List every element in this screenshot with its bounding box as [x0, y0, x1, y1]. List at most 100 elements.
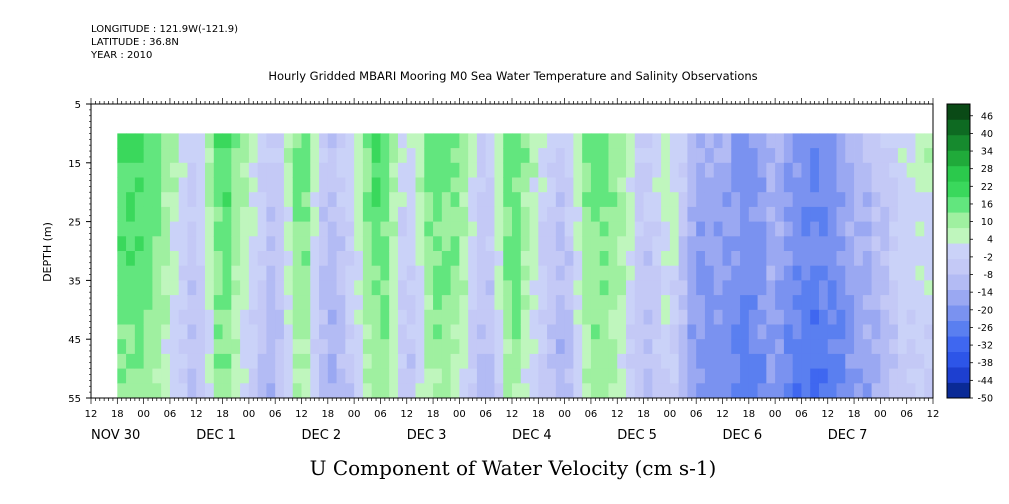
y-tick-label: 5: [75, 100, 81, 111]
heatmap-cell: [862, 133, 872, 149]
heatmap-cell: [845, 148, 855, 164]
heatmap-cell: [783, 265, 794, 281]
heatmap-cell: [792, 192, 802, 208]
heatmap-cell: [599, 383, 609, 399]
heatmap-cell: [134, 309, 145, 325]
heatmap-cell: [424, 324, 434, 340]
heatmap-cell: [424, 221, 434, 237]
heatmap-cell: [547, 162, 557, 178]
heatmap-cell: [661, 148, 671, 164]
heatmap-cell: [915, 309, 925, 325]
heatmap-cell: [354, 133, 364, 149]
heatmap-cell: [354, 368, 364, 384]
heatmap-cell: [503, 383, 513, 399]
heatmap-cell: [889, 368, 899, 384]
heatmap-cell: [371, 133, 381, 149]
heatmap-cell: [450, 280, 460, 296]
heatmap-cell: [354, 221, 364, 237]
heatmap-cell: [354, 265, 364, 281]
heatmap-cell: [187, 177, 197, 193]
heatmap-cell: [617, 192, 627, 208]
heatmap-cell: [327, 206, 337, 222]
heatmap-cell: [854, 148, 864, 164]
colorbar-tick-label: -26: [977, 323, 993, 334]
heatmap-cell: [389, 324, 399, 340]
heatmap-cell: [213, 192, 223, 208]
heatmap-cell: [792, 236, 802, 252]
heatmap-cell: [792, 295, 802, 311]
heatmap-cell: [608, 221, 618, 237]
heatmap-cell: [547, 133, 557, 149]
heatmap-cell: [906, 309, 916, 325]
heatmap-cell: [248, 206, 259, 222]
heatmap-cell: [240, 133, 250, 149]
heatmap-cell: [205, 383, 215, 399]
heatmap-cell: [362, 368, 373, 384]
heatmap-cell: [275, 353, 285, 369]
heatmap-cell: [696, 133, 706, 149]
heatmap-cell: [757, 309, 767, 325]
heatmap-cell: [652, 309, 662, 325]
longitude-label: LONGITUDE : 121.9W(-121.9): [91, 24, 238, 35]
heatmap-cell: [608, 148, 618, 164]
heatmap-cell: [906, 353, 916, 369]
heatmap-cell: [476, 353, 487, 369]
heatmap-cell: [626, 206, 636, 222]
heatmap-cell: [871, 339, 881, 355]
heatmap-cell: [696, 177, 706, 193]
heatmap-cell: [187, 236, 197, 252]
heatmap-cell: [283, 368, 294, 384]
heatmap-cell: [757, 221, 767, 237]
heatmap-cell: [704, 236, 715, 252]
heatmap-cell: [266, 221, 276, 237]
heatmap-cell: [889, 206, 899, 222]
heatmap-cell: [354, 192, 364, 208]
colorbar-swatch: [947, 165, 970, 182]
heatmap-cell: [485, 265, 495, 281]
heatmap-cell: [573, 383, 583, 399]
heatmap-cell: [248, 295, 259, 311]
heatmap-cell: [801, 251, 811, 267]
heatmap-cell: [275, 221, 285, 237]
heatmap-cell: [643, 265, 653, 281]
heatmap-cell: [740, 221, 750, 237]
heatmap-cell: [731, 162, 741, 178]
heatmap-cell: [354, 339, 364, 355]
heatmap-cell: [415, 236, 425, 252]
colorbar-swatch: [947, 274, 970, 290]
heatmap-cell: [397, 309, 408, 325]
heatmap-cell: [512, 339, 522, 355]
heatmap-cell: [696, 309, 706, 325]
heatmap-cell: [336, 383, 346, 399]
heatmap-cell: [801, 162, 811, 178]
heatmap-cell: [450, 295, 460, 311]
heatmap-cell: [529, 309, 539, 325]
heatmap-cell: [205, 251, 215, 267]
x-day-label: NOV 30: [91, 428, 140, 443]
heatmap-cell: [564, 280, 574, 296]
heatmap-cell: [178, 236, 188, 252]
heatmap-cell: [757, 295, 767, 311]
heatmap-cell: [608, 280, 618, 296]
heatmap-cell: [117, 339, 127, 355]
heatmap-cell: [862, 309, 872, 325]
heatmap-cell: [669, 221, 680, 237]
heatmap-cell: [169, 221, 180, 237]
heatmap-cell: [494, 368, 504, 384]
heatmap-cell: [643, 324, 653, 340]
heatmap-cell: [205, 221, 215, 237]
heatmap-cell: [327, 280, 337, 296]
heatmap-cell: [783, 221, 794, 237]
heatmap-cell: [915, 177, 925, 193]
heatmap-cell: [643, 221, 653, 237]
heatmap-cell: [669, 192, 680, 208]
heatmap-cell: [240, 177, 250, 193]
heatmap-cell: [520, 265, 530, 281]
heatmap-cell: [626, 353, 636, 369]
heatmap-cell: [134, 192, 145, 208]
heatmap-cell: [397, 133, 408, 149]
x-hour-tick-label: 06: [479, 409, 492, 420]
heatmap-cell: [836, 177, 846, 193]
heatmap-cell: [275, 295, 285, 311]
heatmap-cell: [205, 309, 215, 325]
